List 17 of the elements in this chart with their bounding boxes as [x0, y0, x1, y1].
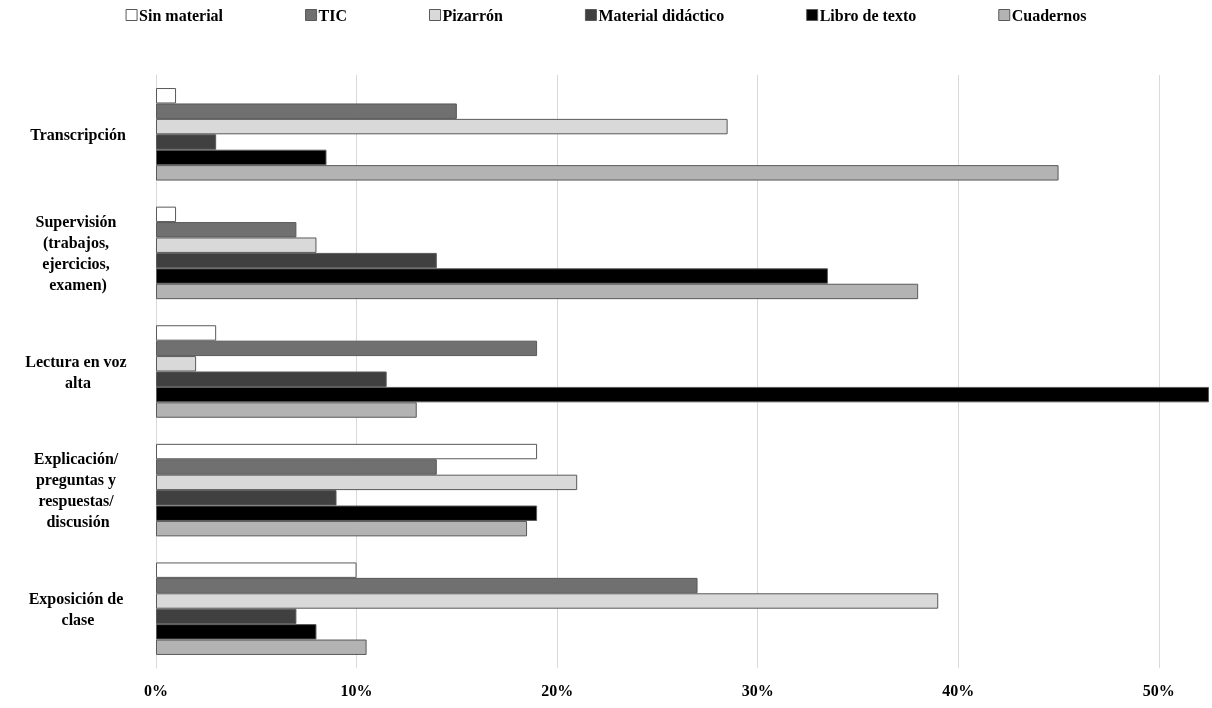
legend-label: Libro de texto: [819, 6, 917, 24]
y-tick-label: Exposición de clase: [28, 589, 128, 628]
legend-label: Cuadernos: [1011, 6, 1087, 24]
y-tick-label: Transcripción: [30, 125, 126, 144]
x-tick-label: 50%: [1142, 681, 1175, 699]
legend-label: Material didáctico: [598, 6, 725, 24]
legend-label: Pizarrón: [442, 6, 504, 24]
y-tick-label: Supervisión (trabajos, ejercicios, examen): [35, 212, 121, 294]
x-tick-label: 0%: [144, 681, 168, 699]
y-tick-label: Explicación/ preguntas y respuestas/ discusión: [33, 450, 123, 531]
x-tick-label: 10%: [340, 681, 373, 699]
legend-label: TIC: [318, 6, 348, 24]
x-tick-label: 20%: [541, 681, 574, 699]
y-tick-label: Lectura en voz alta: [25, 352, 131, 391]
legend-label: Sin material: [139, 6, 224, 24]
x-tick-label: 40%: [942, 681, 975, 699]
x-tick-label: 30%: [741, 681, 774, 699]
